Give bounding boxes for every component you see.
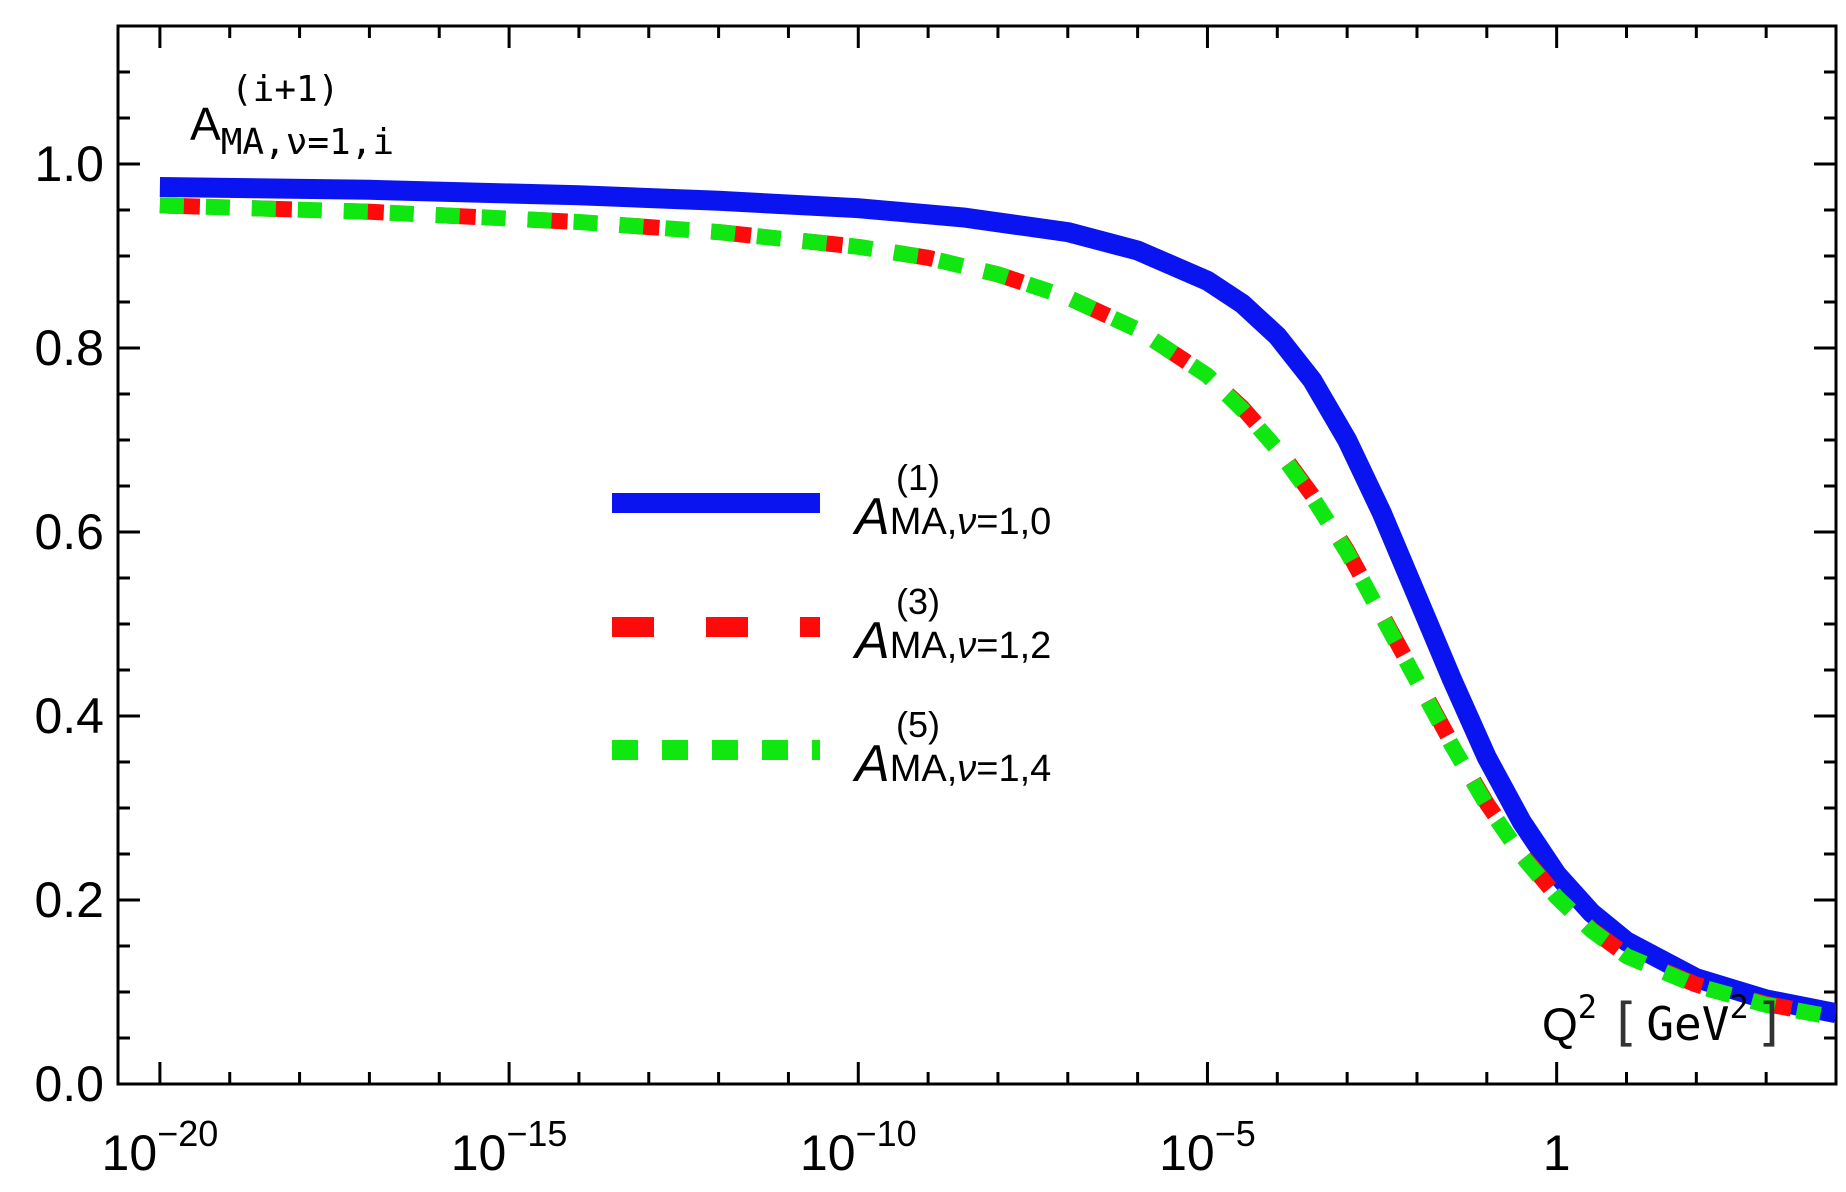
- x-axis-title: Q2[GeV2]: [1542, 988, 1786, 1053]
- y-tick-label: 0.4: [34, 688, 104, 744]
- x-tick-label: 10−20: [102, 1113, 219, 1181]
- series-line-1: [159, 177, 1836, 1024]
- series-layer: [159, 177, 1836, 1026]
- y-tick-label: 0.8: [34, 320, 104, 376]
- y-tick-label: 0.2: [34, 872, 104, 928]
- y-tick-label: 0.6: [34, 504, 104, 560]
- x-tick-label: 10−15: [451, 1113, 568, 1181]
- y-axis-title: AMA,ν=1,i: [190, 98, 394, 163]
- legend-label-1: AMA,ν=1,0: [852, 488, 1051, 546]
- legend: AMA,ν=1,0 (1) AMA,ν=1,2 (3) AMA,ν=1,4 (5…: [612, 457, 1051, 793]
- x-tick-label: 10−10: [800, 1113, 917, 1181]
- y-tick-label: 0.0: [34, 1056, 104, 1112]
- axis-ticks: [118, 24, 1838, 1086]
- legend-label-3: AMA,ν=1,4: [852, 735, 1051, 793]
- plot-frame: [116, 24, 1838, 1086]
- y-axis-title-superscript: (i+1): [231, 69, 339, 110]
- x-tick-label: 10−5: [1159, 1113, 1256, 1181]
- axis-tick-labels: 0.0 0.2 0.4 0.6 0.8 1.0 10−20 10−15 10−10 10−5 1: [34, 136, 1570, 1181]
- legend-sup-3: (5): [896, 704, 940, 745]
- y-tick-label: 1.0: [34, 136, 104, 192]
- legend-sup-2: (3): [896, 581, 940, 622]
- series-line-3: [159, 197, 1836, 1026]
- legend-label-2: AMA,ν=1,2: [852, 612, 1051, 670]
- legend-sup-1: (1): [896, 457, 940, 498]
- x-tick-label: 1: [1543, 1125, 1571, 1181]
